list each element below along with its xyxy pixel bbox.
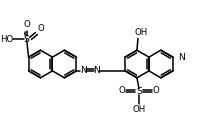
Text: N: N [79,66,86,75]
Text: O: O [23,20,30,29]
Text: O: O [152,86,158,95]
Text: O: O [118,86,125,95]
Text: S: S [23,35,29,44]
Text: OH: OH [132,105,145,114]
Text: N: N [93,66,100,75]
Text: HO: HO [0,35,13,44]
Text: O: O [37,24,43,33]
Text: S: S [135,87,141,96]
Text: OH: OH [134,28,147,37]
Text: N: N [177,53,184,62]
